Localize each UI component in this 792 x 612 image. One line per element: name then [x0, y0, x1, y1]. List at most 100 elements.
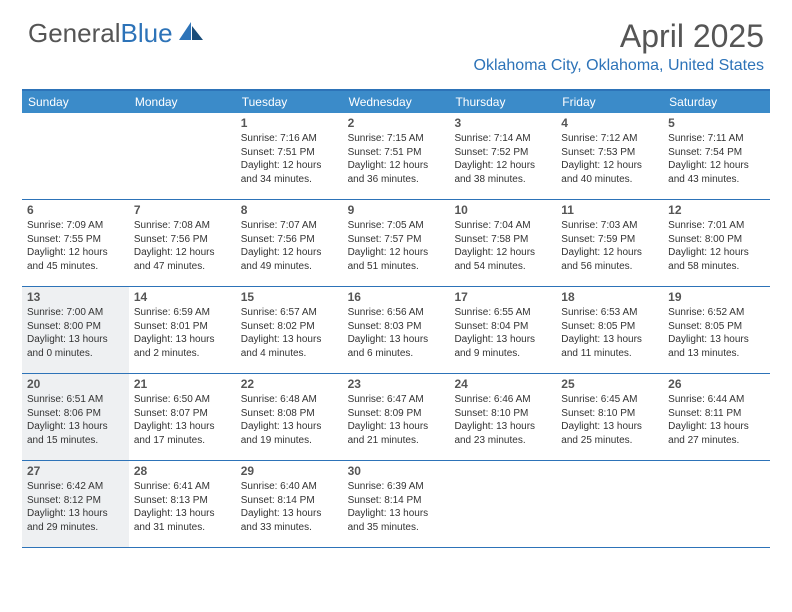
day-number: 18 [561, 290, 658, 304]
day-number: 7 [134, 203, 231, 217]
day-number: 12 [668, 203, 765, 217]
day-info: Sunrise: 7:15 AMSunset: 7:51 PMDaylight:… [348, 132, 445, 186]
day-number: 22 [241, 377, 338, 391]
day-number: 26 [668, 377, 765, 391]
day-cell [449, 461, 556, 547]
day-cell [663, 461, 770, 547]
day-cell: 18 Sunrise: 6:53 AMSunset: 8:05 PMDayligh… [556, 287, 663, 373]
day-number: 6 [27, 203, 124, 217]
logo-text-2: Blue [121, 18, 173, 49]
day-cell: 10 Sunrise: 7:04 AMSunset: 7:58 PMDayligh… [449, 200, 556, 286]
day-cell: 7 Sunrise: 7:08 AMSunset: 7:56 PMDaylight… [129, 200, 236, 286]
day-number: 8 [241, 203, 338, 217]
day-number: 20 [27, 377, 124, 391]
day-number: 29 [241, 464, 338, 478]
day-number: 27 [27, 464, 124, 478]
logo-text-1: General [28, 18, 121, 49]
day-info: Sunrise: 6:59 AMSunset: 8:01 PMDaylight:… [134, 306, 231, 360]
title-block: April 2025 Oklahoma City, Oklahoma, Unit… [474, 18, 765, 75]
day-info: Sunrise: 6:39 AMSunset: 8:14 PMDaylight:… [348, 480, 445, 534]
day-info: Sunrise: 6:47 AMSunset: 8:09 PMDaylight:… [348, 393, 445, 447]
day-cell: 3 Sunrise: 7:14 AMSunset: 7:52 PMDaylight… [449, 113, 556, 199]
day-header-cell: Monday [129, 91, 236, 113]
day-header-cell: Friday [556, 91, 663, 113]
day-cell: 24 Sunrise: 6:46 AMSunset: 8:10 PMDayligh… [449, 374, 556, 460]
day-number: 14 [134, 290, 231, 304]
day-info: Sunrise: 7:00 AMSunset: 8:00 PMDaylight:… [27, 306, 124, 360]
day-info: Sunrise: 6:57 AMSunset: 8:02 PMDaylight:… [241, 306, 338, 360]
day-cell: 2 Sunrise: 7:15 AMSunset: 7:51 PMDaylight… [343, 113, 450, 199]
logo: GeneralBlue [28, 18, 205, 49]
day-info: Sunrise: 6:56 AMSunset: 8:03 PMDaylight:… [348, 306, 445, 360]
day-info: Sunrise: 6:53 AMSunset: 8:05 PMDaylight:… [561, 306, 658, 360]
day-cell: 17Sunrise: 6:55 AMSunset: 8:04 PMDayligh… [449, 287, 556, 373]
day-cell: 15 Sunrise: 6:57 AMSunset: 8:02 PMDayligh… [236, 287, 343, 373]
day-number: 3 [454, 116, 551, 130]
day-number: 23 [348, 377, 445, 391]
week-row: 13Sunrise: 7:00 AMSunset: 8:00 PMDayligh… [22, 287, 770, 374]
day-number: 16 [348, 290, 445, 304]
day-cell: 6 Sunrise: 7:09 AMSunset: 7:55 PMDaylight… [22, 200, 129, 286]
day-cell: 20 Sunrise: 6:51 AMSunset: 8:06 PMDayligh… [22, 374, 129, 460]
day-cell: 13Sunrise: 7:00 AMSunset: 8:00 PMDayligh… [22, 287, 129, 373]
day-info: Sunrise: 7:04 AMSunset: 7:58 PMDaylight:… [454, 219, 551, 273]
day-info: Sunrise: 6:50 AMSunset: 8:07 PMDaylight:… [134, 393, 231, 447]
day-info: Sunrise: 6:48 AMSunset: 8:08 PMDaylight:… [241, 393, 338, 447]
location-text: Oklahoma City, Oklahoma, United States [474, 57, 765, 75]
day-info: Sunrise: 7:07 AMSunset: 7:56 PMDaylight:… [241, 219, 338, 273]
day-number: 15 [241, 290, 338, 304]
day-cell: 22 Sunrise: 6:48 AMSunset: 8:08 PMDayligh… [236, 374, 343, 460]
day-info: Sunrise: 6:55 AMSunset: 8:04 PMDaylight:… [454, 306, 551, 360]
header: GeneralBlue April 2025 Oklahoma City, Ok… [0, 0, 792, 81]
day-number: 2 [348, 116, 445, 130]
day-info: Sunrise: 7:14 AMSunset: 7:52 PMDaylight:… [454, 132, 551, 186]
day-cell: 9Sunrise: 7:05 AMSunset: 7:57 PMDaylight… [343, 200, 450, 286]
day-header-row: SundayMondayTuesdayWednesdayThursdayFrid… [22, 91, 770, 113]
day-header-cell: Wednesday [343, 91, 450, 113]
day-number: 24 [454, 377, 551, 391]
day-cell: 5 Sunrise: 7:11 AMSunset: 7:54 PMDaylight… [663, 113, 770, 199]
day-info: Sunrise: 7:16 AMSunset: 7:51 PMDaylight:… [241, 132, 338, 186]
day-cell: 23 Sunrise: 6:47 AMSunset: 8:09 PMDayligh… [343, 374, 450, 460]
day-info: Sunrise: 7:08 AMSunset: 7:56 PMDaylight:… [134, 219, 231, 273]
day-info: Sunrise: 6:51 AMSunset: 8:06 PMDaylight:… [27, 393, 124, 447]
day-cell [22, 113, 129, 199]
day-number: 1 [241, 116, 338, 130]
day-info: Sunrise: 6:52 AMSunset: 8:05 PMDaylight:… [668, 306, 765, 360]
day-number: 4 [561, 116, 658, 130]
day-info: Sunrise: 6:46 AMSunset: 8:10 PMDaylight:… [454, 393, 551, 447]
day-cell: 26Sunrise: 6:44 AMSunset: 8:11 PMDayligh… [663, 374, 770, 460]
day-header-cell: Tuesday [236, 91, 343, 113]
day-number: 30 [348, 464, 445, 478]
day-info: Sunrise: 7:09 AMSunset: 7:55 PMDaylight:… [27, 219, 124, 273]
day-header-cell: Sunday [22, 91, 129, 113]
day-number: 21 [134, 377, 231, 391]
day-cell: 21 Sunrise: 6:50 AMSunset: 8:07 PMDayligh… [129, 374, 236, 460]
week-row: 6 Sunrise: 7:09 AMSunset: 7:55 PMDaylight… [22, 200, 770, 287]
week-row: 27 Sunrise: 6:42 AMSunset: 8:12 PMDayligh… [22, 461, 770, 548]
day-cell: 12Sunrise: 7:01 AMSunset: 8:00 PMDayligh… [663, 200, 770, 286]
day-info: Sunrise: 7:05 AMSunset: 7:57 PMDaylight:… [348, 219, 445, 273]
day-number: 10 [454, 203, 551, 217]
day-cell: 19 Sunrise: 6:52 AMSunset: 8:05 PMDayligh… [663, 287, 770, 373]
day-number: 11 [561, 203, 658, 217]
day-header-cell: Thursday [449, 91, 556, 113]
day-number: 28 [134, 464, 231, 478]
day-info: Sunrise: 7:12 AMSunset: 7:53 PMDaylight:… [561, 132, 658, 186]
day-cell: 4 Sunrise: 7:12 AMSunset: 7:53 PMDaylight… [556, 113, 663, 199]
day-info: Sunrise: 7:11 AMSunset: 7:54 PMDaylight:… [668, 132, 765, 186]
day-cell: 16 Sunrise: 6:56 AMSunset: 8:03 PMDayligh… [343, 287, 450, 373]
day-info: Sunrise: 6:40 AMSunset: 8:14 PMDaylight:… [241, 480, 338, 534]
day-info: Sunrise: 6:45 AMSunset: 8:10 PMDaylight:… [561, 393, 658, 447]
day-info: Sunrise: 6:42 AMSunset: 8:12 PMDaylight:… [27, 480, 124, 534]
day-cell: 27 Sunrise: 6:42 AMSunset: 8:12 PMDayligh… [22, 461, 129, 547]
day-cell: 29 Sunrise: 6:40 AMSunset: 8:14 PMDayligh… [236, 461, 343, 547]
day-cell: 14 Sunrise: 6:59 AMSunset: 8:01 PMDayligh… [129, 287, 236, 373]
day-number: 19 [668, 290, 765, 304]
day-number: 5 [668, 116, 765, 130]
month-title: April 2025 [474, 18, 765, 55]
day-cell: 8 Sunrise: 7:07 AMSunset: 7:56 PMDaylight… [236, 200, 343, 286]
day-cell: 1 Sunrise: 7:16 AMSunset: 7:51 PMDaylight… [236, 113, 343, 199]
day-cell [556, 461, 663, 547]
day-cell: 30 Sunrise: 6:39 AMSunset: 8:14 PMDayligh… [343, 461, 450, 547]
